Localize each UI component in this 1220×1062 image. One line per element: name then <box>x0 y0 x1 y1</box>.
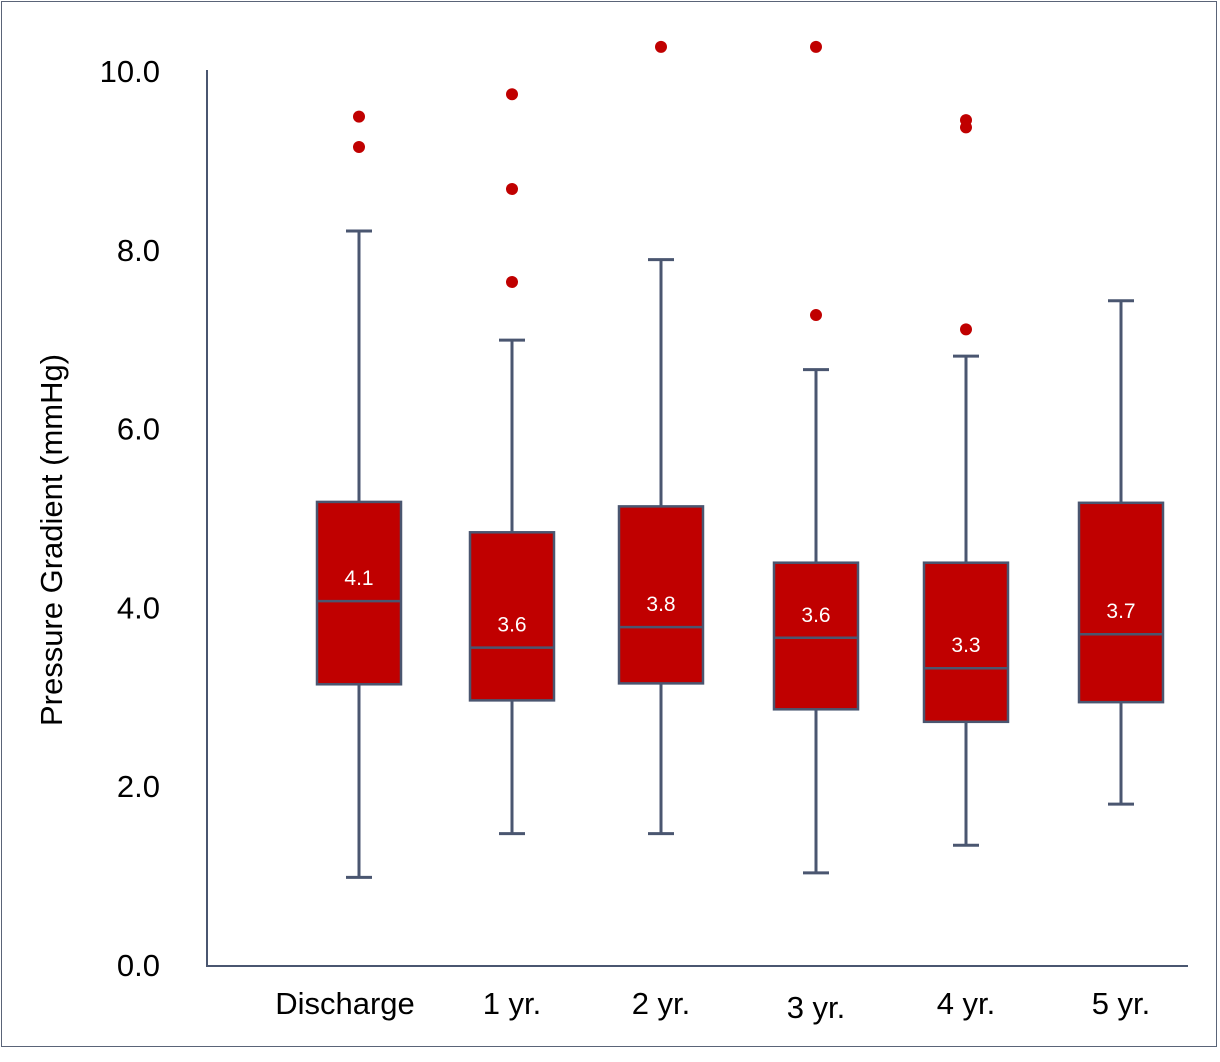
outlier-point <box>506 275 518 288</box>
box-1: 4.1 <box>315 110 403 879</box>
axes: 0.0 2.0 4.0 6.0 8.0 10.0 Discharge 1 yr. 2 yr. 3 … <box>100 54 1188 1025</box>
y-tick-label: 2.0 <box>117 769 160 804</box>
outlier-point <box>506 183 518 196</box>
boxes: 4.1 3.6 3.8 3.6 3.3 3.7 <box>315 40 1165 879</box>
iqr-box <box>315 500 403 686</box>
iqr-box <box>617 505 705 685</box>
outlier-point <box>353 110 365 123</box>
median-label: 3.6 <box>497 614 526 637</box>
iqr-box <box>772 561 860 711</box>
outlier-point <box>655 40 667 53</box>
outlier-point <box>810 309 822 322</box>
median-label: 3.6 <box>801 604 830 627</box>
median-label: 3.7 <box>1106 600 1135 623</box>
y-tick-label: 8.0 <box>117 233 160 268</box>
outlier-point <box>960 323 972 336</box>
y-tick-label: 0.0 <box>117 948 160 983</box>
box-4: 3.6 <box>772 40 860 875</box>
iqr-box <box>922 561 1010 724</box>
box-2: 3.6 <box>468 88 556 836</box>
y-axis-label: Pressure Gradient (mmHg) <box>34 354 69 726</box>
x-tick-label: 3 yr. <box>787 990 846 1025</box>
median-label: 3.3 <box>951 634 980 657</box>
iqr-box <box>468 531 556 702</box>
y-tick-label: 10.0 <box>100 54 160 89</box>
x-tick-label: 5 yr. <box>1092 986 1151 1021</box>
y-tick-label: 6.0 <box>117 412 160 447</box>
y-tick-label: 4.0 <box>117 590 160 625</box>
median-label: 3.8 <box>646 593 675 616</box>
box-5: 3.3 <box>922 114 1010 847</box>
x-tick-label: Discharge <box>275 986 415 1021</box>
iqr-box <box>1077 501 1165 704</box>
box-3: 3.8 <box>617 40 705 836</box>
x-tick-label: 4 yr. <box>937 986 996 1021</box>
outlier-point <box>960 121 972 134</box>
median-label: 4.1 <box>344 567 373 590</box>
x-tick-label: 2 yr. <box>632 986 691 1021</box>
outlier-point <box>353 140 365 153</box>
x-tick-label: 1 yr. <box>483 986 542 1021</box>
box-6: 3.7 <box>1077 299 1165 806</box>
outlier-point <box>506 88 518 101</box>
outlier-point <box>810 40 822 53</box>
